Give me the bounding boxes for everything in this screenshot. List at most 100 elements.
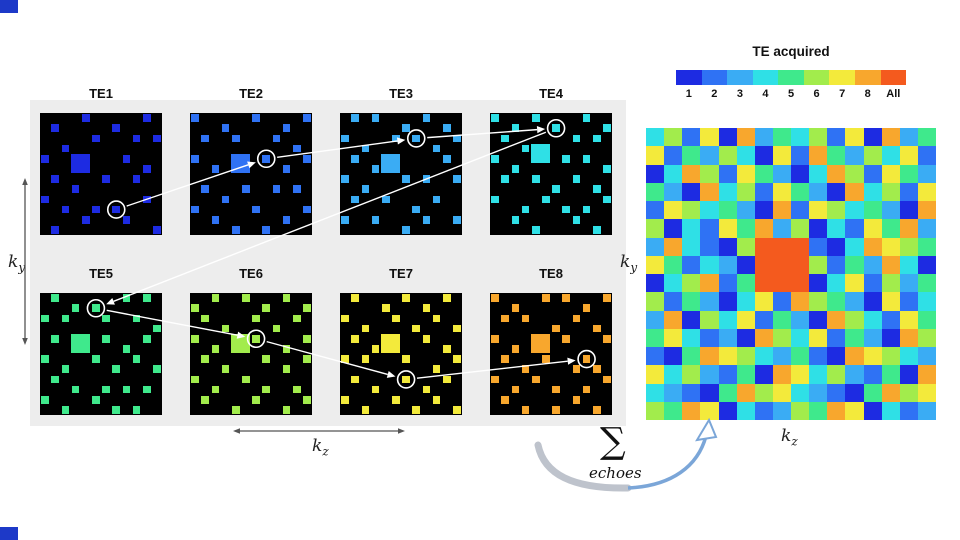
kz-axis-label-left: kz [312,436,329,458]
ky-axis-letter: k [8,252,19,272]
mosaic-cell [664,347,683,366]
k-sample-dot [92,205,100,214]
mosaic-cell [791,274,810,293]
mosaic-cell [881,292,900,311]
mosaic-cell [881,274,900,293]
mosaic-cell [736,237,755,256]
mosaic-cell [863,347,882,366]
mosaic-cell [736,164,755,183]
k-sample-dot [402,124,410,133]
k-sample-dot [432,395,441,404]
mosaic-cell [863,292,882,311]
k-sample-dot [491,334,499,343]
mosaic-cell [664,310,683,329]
k-sample-dot [61,144,70,153]
k-sample-dot [102,334,110,343]
k-sample-dot [592,134,601,143]
mosaic-cell [772,292,791,311]
k-sample-dot [491,294,499,302]
k-sample-dot [153,134,161,143]
k-sample-dot [191,154,199,163]
mosaic-cell [736,182,755,201]
mosaic-cell [809,164,828,183]
k-sample-dot [531,114,540,122]
mosaic-cell [718,347,737,366]
mosaic-cell [917,237,936,256]
k-sample-dot [132,314,141,323]
mosaic-cell [809,255,828,274]
k-sample-dot [201,314,210,323]
k-sample-dot [511,124,520,133]
k-sample-dot [392,314,400,323]
k-sample-dot [453,134,461,143]
k-sample-dot [511,385,520,394]
k-sample-dot [272,324,281,333]
mosaic-cell [664,219,683,238]
mosaic-cell [754,237,773,256]
k-sample-dot [211,165,220,173]
k-sample-dot [511,215,520,224]
mosaic-cell [809,237,828,256]
k-center-block [531,144,550,163]
mosaic-cell [827,274,846,293]
k-sample-dot [402,294,410,302]
k-sample-dot [582,304,591,313]
mosaic-cell [863,237,882,256]
mosaic-cell [682,365,701,384]
mosaic-cell [863,365,882,384]
k-sample-dot [521,365,530,374]
mosaic-cell [881,237,900,256]
mosaic-cell [754,182,773,201]
k-sample-dot [361,185,370,194]
k-sample-dot [102,385,110,394]
mosaic-cell [754,128,773,147]
mosaic-cell [917,365,936,384]
mosaic-cell [917,383,936,402]
k-sample-dot [592,365,601,374]
k-sample-dot [501,395,510,404]
mosaic-cell [772,328,791,347]
k-sample-dot [381,304,390,313]
mosaic-cell [863,401,882,420]
mosaic-cell [646,128,665,147]
k-sample-dot [491,195,499,204]
k-sample-dot [432,195,441,204]
k-sample-dot [252,395,260,404]
mosaic-cell [899,146,918,165]
k-sample-dot [71,385,80,394]
mosaic-cell [899,365,918,384]
mosaic-cell [881,365,900,384]
mosaic-cell [718,128,737,147]
k-sample-dot [252,114,260,122]
k-sample-dot [282,124,291,133]
k-sample-dot [351,114,360,122]
te-kspace-square [40,113,162,235]
k-sample-dot [552,385,560,394]
k-sample-dot [122,385,131,394]
kz-axis-letter: k [312,436,323,456]
k-sample-dot [122,154,131,163]
mosaic-cell [791,292,810,311]
k-sample-dot [542,355,550,363]
k-sample-dot [422,114,431,122]
sum-symbol: ∑ [600,421,626,462]
k-sample-dot [201,395,210,404]
mosaic-cell [917,347,936,366]
k-sample-dot [371,345,380,353]
k-sample-dot [412,324,421,333]
mosaic-cell [899,201,918,220]
k-center-block [231,154,250,173]
k-sample-dot [603,124,611,133]
k-sample-dot [41,154,49,163]
mosaic-cell [863,255,882,274]
colorbar-tick-labels: 1 2 3 4 5 6 7 8 All [676,88,906,100]
ky-axis-subscript: y [18,260,26,275]
k-sample-dot [432,365,441,374]
mosaic-cell [754,310,773,329]
colorbar-tick: 6 [813,88,820,100]
k-sample-dot [211,215,220,224]
mosaic-cell [718,383,737,402]
mosaic-cell [845,182,864,201]
k-sample-dot [603,334,611,343]
